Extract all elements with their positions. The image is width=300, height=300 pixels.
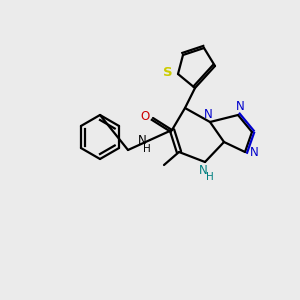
Text: H: H xyxy=(143,144,151,154)
Text: N: N xyxy=(236,100,244,113)
Text: S: S xyxy=(163,65,173,79)
Text: N: N xyxy=(199,164,207,176)
Text: N: N xyxy=(204,107,212,121)
Text: H: H xyxy=(206,172,214,182)
Text: O: O xyxy=(140,110,150,124)
Text: N: N xyxy=(138,134,146,148)
Text: N: N xyxy=(250,146,258,158)
